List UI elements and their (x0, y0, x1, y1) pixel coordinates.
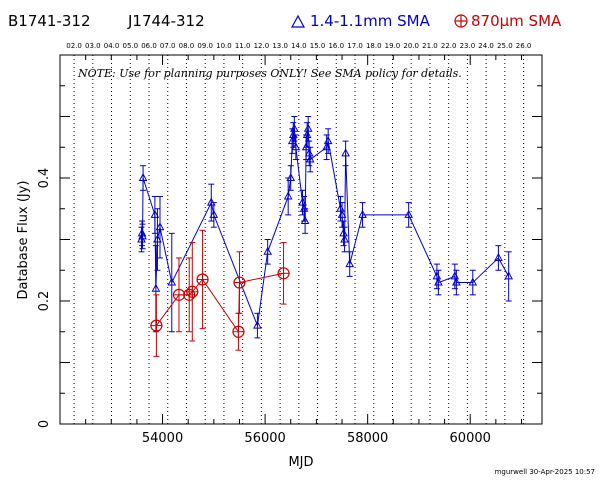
data-point-triangle (138, 231, 147, 240)
data-point-triangle (304, 148, 314, 157)
data-point-triangle (452, 277, 461, 286)
year-tick-label: 10.0 (216, 42, 232, 50)
year-tick-label: 26.0 (516, 42, 532, 50)
data-point-triangle (167, 277, 177, 286)
data-point-triangle (137, 228, 147, 237)
year-tick-label: 04.0 (104, 42, 120, 50)
data-point-triangle (151, 283, 161, 292)
year-tick-label: 16.0 (328, 42, 344, 50)
legend-red: 870μm SMA (454, 12, 562, 30)
year-tick-label: 17.0 (347, 42, 363, 50)
data-point-triangle (339, 228, 348, 237)
x-axis-label: MJD (288, 455, 313, 470)
series-red (150, 229, 290, 357)
year-tick-label: 24.0 (478, 42, 494, 50)
legend-red-label: 870μm SMA (471, 12, 562, 30)
data-point-triangle (289, 123, 299, 132)
year-tick-label: 11.0 (235, 42, 251, 50)
year-tick-label: 25.0 (497, 42, 513, 50)
data-point-triangle (303, 123, 313, 132)
data-point-triangle (253, 320, 262, 329)
year-tick-label: 20.0 (403, 42, 419, 50)
year-tick-label: 22.0 (441, 42, 457, 50)
planning-note: NOTE: Use for planning purposes ONLY! Se… (77, 67, 462, 80)
series-line (155, 272, 284, 334)
data-point-triangle (300, 215, 310, 225)
year-tick-label: 19.0 (385, 42, 401, 50)
data-point-triangle (153, 234, 162, 243)
credit-text: mgurwell 30-Apr-2025 10:57 (495, 468, 595, 476)
x-tick-label: 54000 (142, 431, 183, 446)
year-tick-label: 07.0 (160, 42, 176, 50)
series-blue (137, 116, 514, 339)
data-point-triangle (494, 252, 503, 261)
year-tick-label: 23.0 (460, 42, 476, 50)
data-point-triangle (404, 209, 414, 218)
data-point-triangle (291, 142, 301, 151)
data-point-triangle (299, 203, 309, 212)
data-point-triangle (150, 209, 160, 218)
year-tick-label: 08.0 (179, 42, 195, 50)
year-tick-label: 14.0 (291, 42, 307, 50)
data-point-triangle (288, 129, 298, 138)
data-point-triangle (283, 191, 293, 200)
y-axis-label: Database Flux (Jy) (16, 181, 31, 300)
plot-frame (59, 54, 543, 425)
data-point-triangle (286, 172, 296, 181)
year-tick-labels: 02.0 03.0 04.0 05.0 06.0 07.0 08.0 09.0 10.0 11.0… (66, 42, 531, 50)
year-tick-label: 18.0 (366, 42, 382, 50)
y-tick-label: 0.2 (37, 291, 52, 312)
data-point-triangle (340, 234, 349, 243)
year-tick-label: 15.0 (310, 42, 326, 50)
x-tick-label: 60000 (450, 431, 491, 446)
data-point-triangle (434, 277, 443, 286)
data-point-triangle (206, 197, 216, 206)
year-tick-label: 05.0 (123, 42, 139, 50)
data-point-triangle (301, 142, 311, 151)
x-tick-label: 58000 (347, 431, 388, 446)
data-point-triangle (504, 271, 514, 280)
data-point-triangle (468, 277, 478, 286)
data-point-triangle (263, 246, 273, 255)
year-tick-label: 06.0 (141, 42, 157, 50)
year-tick-label: 09.0 (197, 42, 213, 50)
data-series (137, 116, 514, 357)
data-point-triangle (305, 154, 315, 163)
legend-blue-label: 1.4-1.1mm SMA (310, 12, 431, 30)
data-point-triangle (138, 172, 148, 181)
source-name-1: B1741-312 (8, 12, 91, 30)
data-point-triangle (209, 209, 219, 218)
year-tick-label: 02.0 (66, 42, 82, 50)
data-point-triangle (302, 129, 312, 138)
data-point-triangle (337, 209, 347, 218)
data-point-triangle (323, 136, 333, 145)
source-name-2: J1744-312 (127, 12, 205, 30)
data-point-triangle (341, 148, 350, 157)
year-tick-label: 13.0 (272, 42, 288, 50)
y-tick-label: 0 (37, 420, 52, 428)
data-point-triangle (345, 259, 355, 268)
y-tick-label: 0.4 (37, 168, 52, 189)
y-axis: 0 0.2 0.4 (37, 54, 542, 428)
data-point-triangle (155, 222, 165, 231)
x-axis: 54000 56000 58000 60000 (59, 55, 522, 446)
year-tick-label: 21.0 (422, 42, 438, 50)
legend-triangle-icon (290, 14, 306, 28)
year-tick-label: 03.0 (85, 42, 101, 50)
legend-blue: 1.4-1.1mm SMA (290, 12, 431, 30)
data-point-triangle (358, 209, 367, 218)
series-line (141, 128, 510, 328)
year-tick-label: 12.0 (254, 42, 270, 50)
x-tick-label: 56000 (244, 431, 285, 446)
